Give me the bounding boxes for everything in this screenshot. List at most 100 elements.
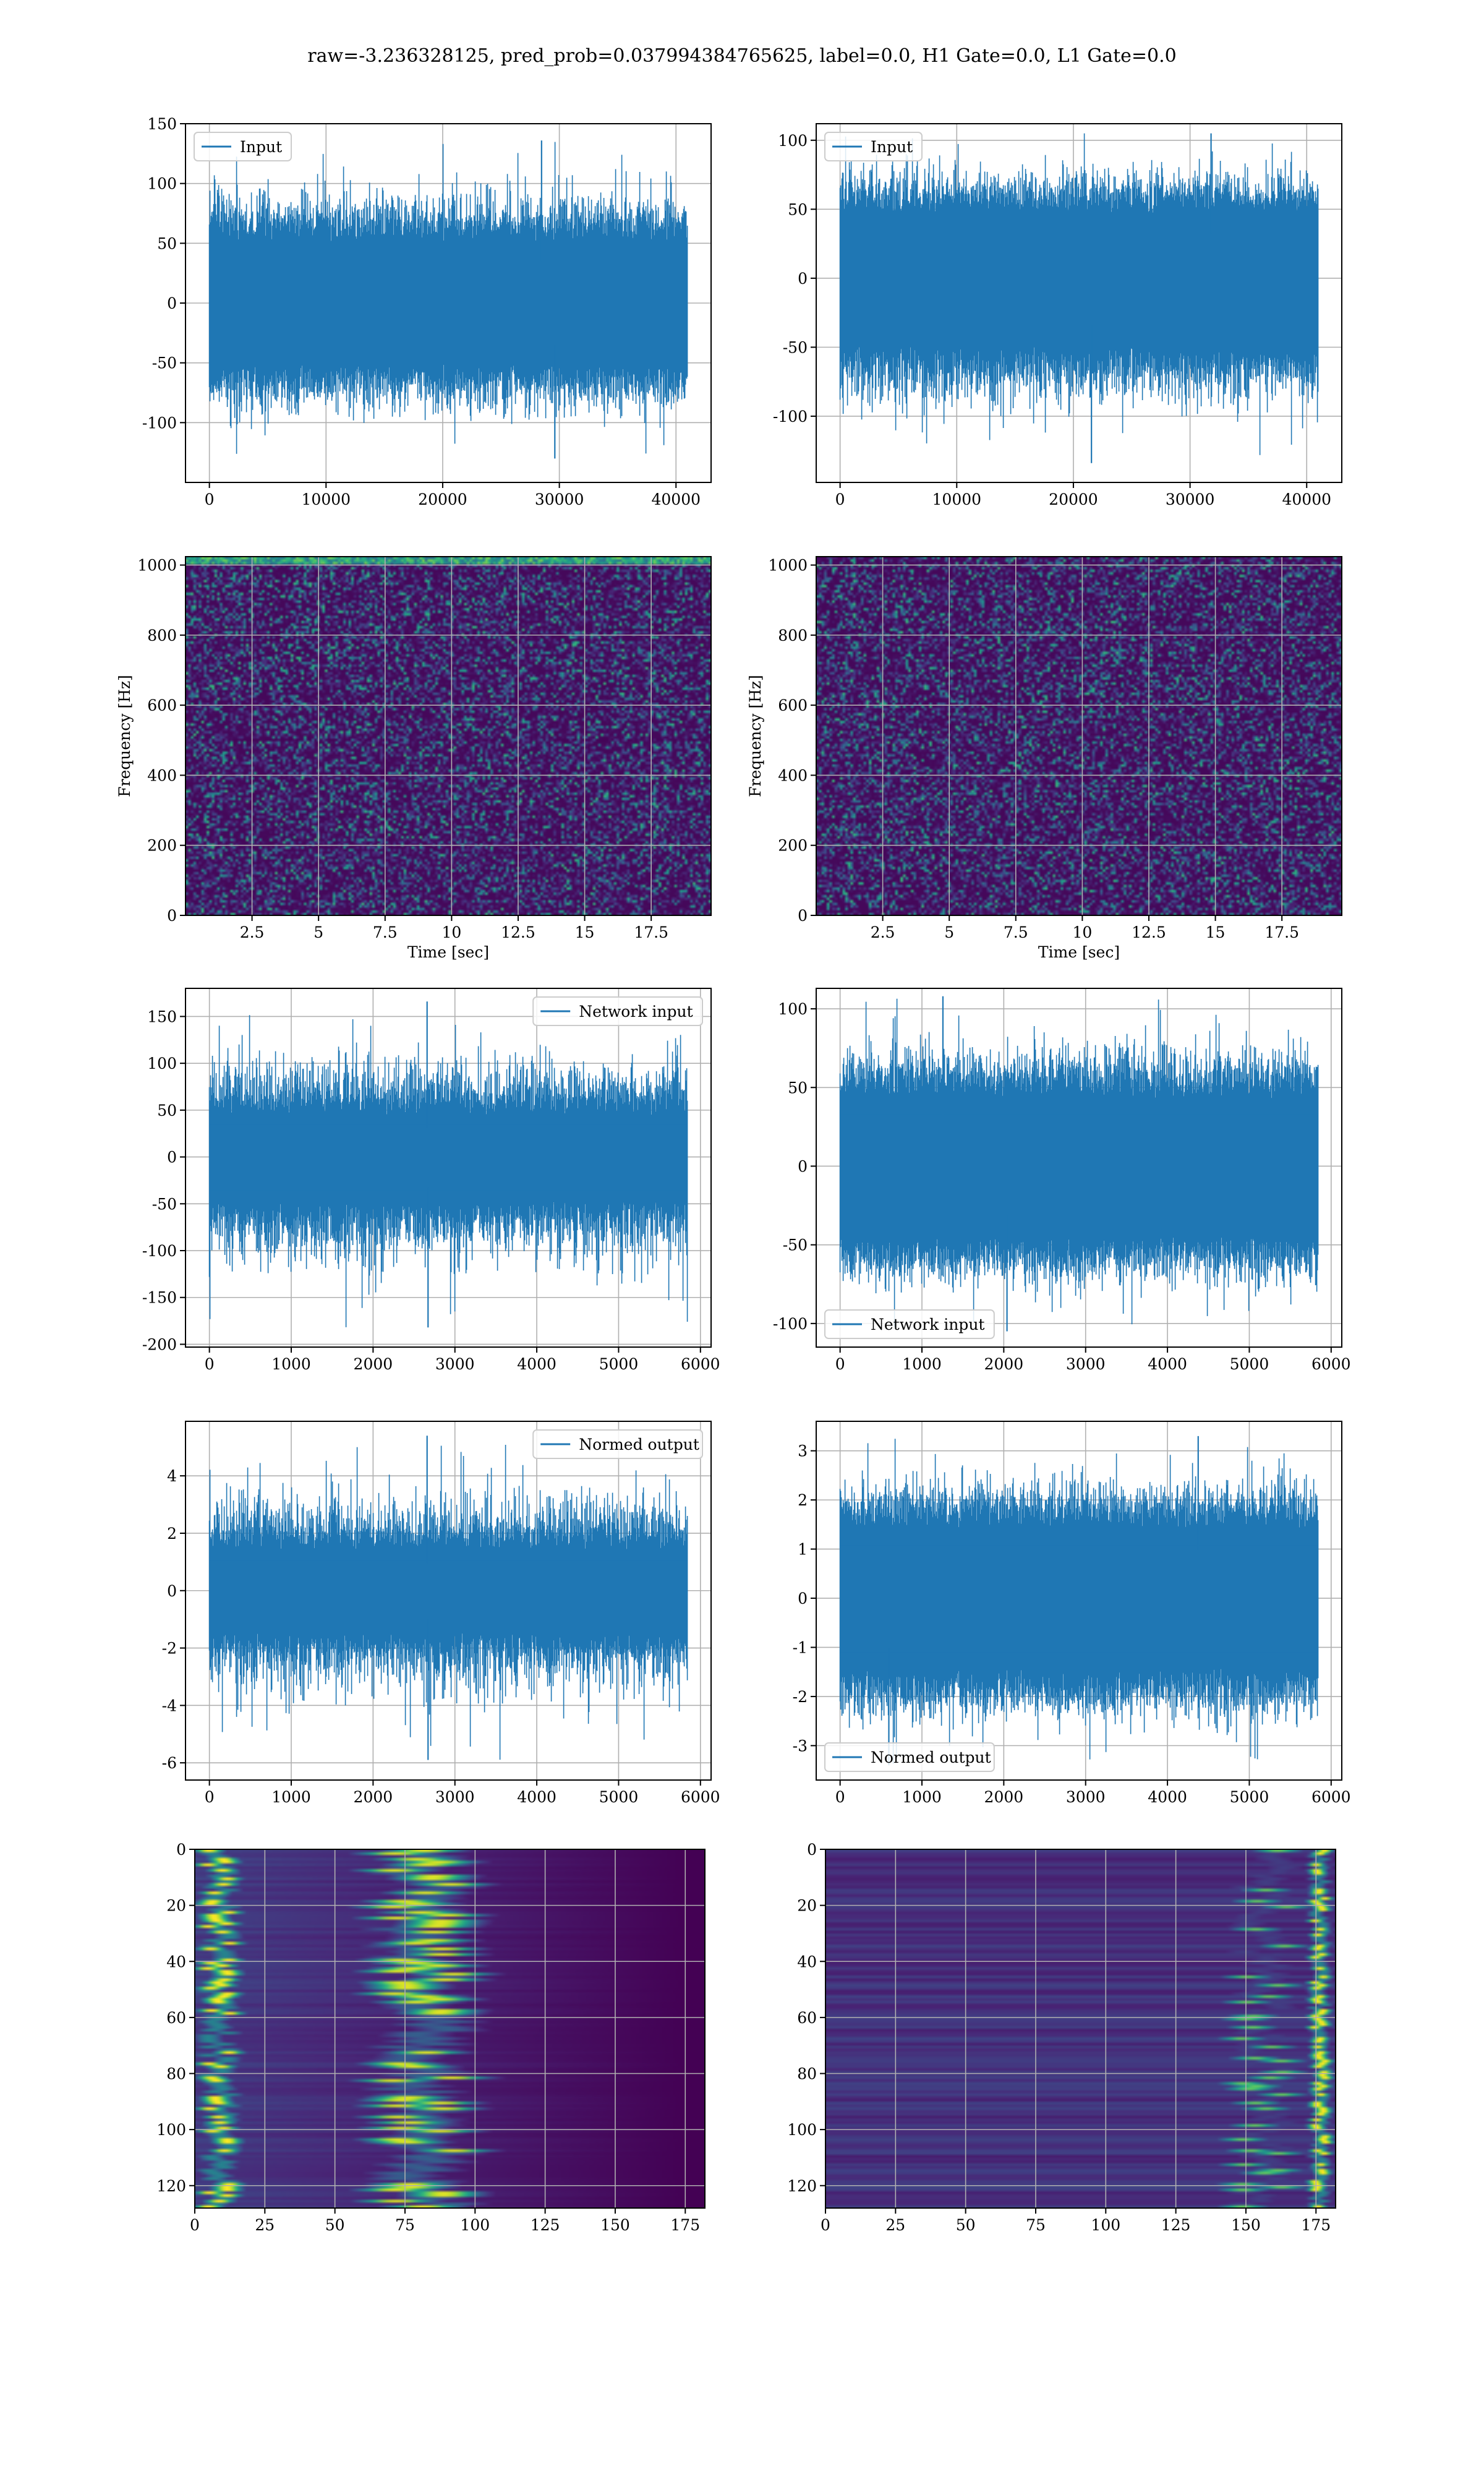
network-input-h1-xtick-label: 4000 <box>517 1355 556 1373</box>
spectrogram-h1-ytick-label: 200 <box>147 837 177 855</box>
input-h1-xtick-label: 10000 <box>302 490 351 508</box>
normed-output-h1-legend-box <box>532 1429 703 1459</box>
spectrogram-h1-xtick-label: 10 <box>441 923 461 941</box>
network-input-l1-xtick-label: 4000 <box>1148 1355 1187 1373</box>
feature-map-h1-ytick-label: 0 <box>176 1841 186 1859</box>
feature-map-l1-xtick-label: 0 <box>821 2216 830 2234</box>
spectrogram-h1-xlabel: Time [sec] <box>407 943 489 961</box>
spectrogram-l1-ytick-label: 400 <box>778 766 808 784</box>
network-input-h1-ytick-label: 50 <box>157 1102 177 1119</box>
normed-output-l1-xtick-label: 3000 <box>1066 1788 1106 1806</box>
normed-output-h1-xtick-label: 4000 <box>517 1788 556 1806</box>
normed-output-h1-panel: 0 1000 2000 3000 4000 5000 6000 -6 -4 -2 0 2 4 Normed… <box>162 1421 720 1806</box>
normed-output-h1-ytick-label: -2 <box>162 1640 177 1658</box>
spectrogram-h1-xtick-label: 7.5 <box>373 923 398 941</box>
feature-map-l1-ytick-label: 120 <box>787 2177 817 2195</box>
network-input-l1-xtick-label: 2000 <box>984 1355 1024 1373</box>
feature-map-l1-xtick-label: 175 <box>1301 2216 1331 2234</box>
normed-output-l1-ytick-label: -1 <box>793 1638 808 1656</box>
network-input-h1-xtick-label: 5000 <box>599 1355 639 1373</box>
network-input-l1-xtick-label: 3000 <box>1066 1355 1106 1373</box>
input-l1-xtick-label: 10000 <box>932 490 982 508</box>
network-input-l1-ytick-label: -100 <box>773 1315 808 1333</box>
spectrogram-l1-ytick-label: 600 <box>778 696 808 714</box>
feature-map-l1-xtick-label: 150 <box>1231 2216 1261 2234</box>
input-h1-xtick-label: 0 <box>205 490 215 508</box>
input-h1-ytick-label: 50 <box>157 234 177 252</box>
spectrogram-l1-xlabel: Time [sec] <box>1038 943 1120 961</box>
input-h1-ytick-label: -50 <box>152 354 177 372</box>
network-input-l1-ytick-label: 100 <box>778 1000 808 1018</box>
spectrogram-h1-xtick-label: 12.5 <box>501 923 535 941</box>
feature-map-h1-frame <box>194 1849 706 2209</box>
spectrogram-l1-xtick-label: 2.5 <box>871 923 895 941</box>
spectrogram-l1-ylabel: Frequency [Hz] <box>746 675 764 797</box>
feature-map-l1-ytick-label: 20 <box>797 1897 817 1915</box>
normed-output-l1-xtick-label: 4000 <box>1148 1788 1187 1806</box>
spectrogram-l1-ytick-label: 1000 <box>768 557 808 575</box>
feature-map-h1-xtick-label: 75 <box>395 2216 415 2234</box>
network-input-l1-ytick-label: 0 <box>798 1157 808 1175</box>
spectrogram-l1-ytick-label: 800 <box>778 627 808 644</box>
input-h1-ytick-label: 100 <box>147 175 177 193</box>
input-l1-legend-box <box>824 132 923 161</box>
spectrogram-l1-xtick-label: 7.5 <box>1004 923 1028 941</box>
spectrogram-l1-xtick-label: 5 <box>944 923 954 941</box>
normed-output-l1-xtick-label: 5000 <box>1230 1788 1269 1806</box>
network-input-h1-legend: Network input <box>532 996 703 1026</box>
feature-map-l1-ytick-label: 80 <box>797 2065 817 2083</box>
spectrogram-h1-xtick-label: 17.5 <box>634 923 668 941</box>
input-h1-legend: Input <box>194 132 292 161</box>
network-input-l1-xtick-label: 1000 <box>902 1355 942 1373</box>
input-l1-legend: Input <box>824 132 923 161</box>
spectrogram-l1-xtick-label: 10 <box>1072 923 1092 941</box>
feature-map-l1-ytick-label: 60 <box>797 2009 817 2027</box>
network-input-l1-panel: 0 1000 2000 3000 4000 5000 6000 -100 -50 0 50 100 Ne… <box>773 988 1351 1373</box>
spectrogram-h1-xtick-label: 2.5 <box>240 923 265 941</box>
panel-grid: 0 10000 20000 30000 40000-100-50050100150Inp… <box>116 115 1351 2234</box>
normed-output-h1-legend: Normed output <box>532 1429 703 1459</box>
normed-output-l1-panel: 0 1000 2000 3000 4000 5000 6000 -3 -2 -1 0 1 2 3 Norme… <box>793 1421 1351 1806</box>
network-input-h1-frame <box>185 988 712 1348</box>
network-input-h1-xtick-label: 2000 <box>354 1355 393 1373</box>
feature-map-l1-ytick-label: 40 <box>797 1953 817 1971</box>
feature-map-h1-panel: 0 25 50 75 100 125 150 175 0 20 40 60 80 100 120 <box>156 1841 706 2234</box>
normed-output-h1-ytick-label: -6 <box>162 1754 177 1772</box>
spectrogram-h1-ytick-label: 600 <box>147 696 177 714</box>
feature-map-h1-ytick-label: 80 <box>166 2065 186 2083</box>
spectrogram-l1-ytick-label: 0 <box>798 907 808 925</box>
input-l1-panel: 0 10000 20000 30000 40000 -100 -50 0 50 100 Input <box>773 123 1342 508</box>
input-l1-xtick-label: 20000 <box>1049 490 1098 508</box>
normed-output-l1-xtick-label: 1000 <box>902 1788 942 1806</box>
network-input-l1-frame <box>816 988 1342 1348</box>
feature-map-l1-panel: 0 25 50 75 100 125 150 175 0 20 40 60 80 100 120 <box>787 1841 1336 2234</box>
normed-output-h1-xtick-label: 0 <box>205 1788 215 1806</box>
network-input-l1-legend: Network input <box>824 1309 995 1339</box>
normed-output-h1-ytick-label: 0 <box>167 1582 177 1600</box>
spectrogram-h1-ytick-label: 800 <box>147 627 177 644</box>
network-input-l1-ytick-label: 50 <box>788 1079 808 1097</box>
normed-output-h1-xtick-label: 3000 <box>435 1788 475 1806</box>
input-l1-ytick-label: 100 <box>778 132 808 150</box>
normed-output-h1-ytick-label: 2 <box>167 1525 177 1543</box>
feature-map-h1-xtick-label: 25 <box>255 2216 275 2234</box>
network-input-l1-xtick-label: 5000 <box>1230 1355 1269 1373</box>
input-l1-ytick-label: -100 <box>773 408 808 426</box>
normed-output-l1-ytick-label: 3 <box>798 1442 808 1460</box>
network-input-h1-xtick-label: 3000 <box>435 1355 475 1373</box>
network-input-l1-xtick-label: 0 <box>835 1355 845 1373</box>
feature-map-h1-xtick-label: 0 <box>190 2216 200 2234</box>
feature-map-l1-xtick-label: 25 <box>885 2216 905 2234</box>
spectrogram-l1-panel: 2.5 5 7.5 10 12.5 15 17.5 0 200 400 600 800 1000 Time… <box>746 556 1342 961</box>
network-input-h1-ytick-label: -100 <box>142 1242 177 1260</box>
feature-map-l1-xtick-label: 75 <box>1026 2216 1046 2234</box>
input-l1-frame <box>816 123 1342 483</box>
spectrogram-l1-xtick-label: 12.5 <box>1132 923 1166 941</box>
network-input-l1-xtick-label: 6000 <box>1311 1355 1351 1373</box>
normed-output-h1-xtick-label: 5000 <box>599 1788 639 1806</box>
input-h1-legend-box <box>194 132 292 161</box>
feature-map-l1-xtick-label: 125 <box>1161 2216 1191 2234</box>
network-input-h1-panel: 0 1000 2000 3000 4000 5000 6000-200-150-100-50… <box>142 988 720 1373</box>
feature-map-h1-ytick-label: 120 <box>156 2177 186 2195</box>
normed-output-h1-ytick-label: 4 <box>167 1467 177 1485</box>
